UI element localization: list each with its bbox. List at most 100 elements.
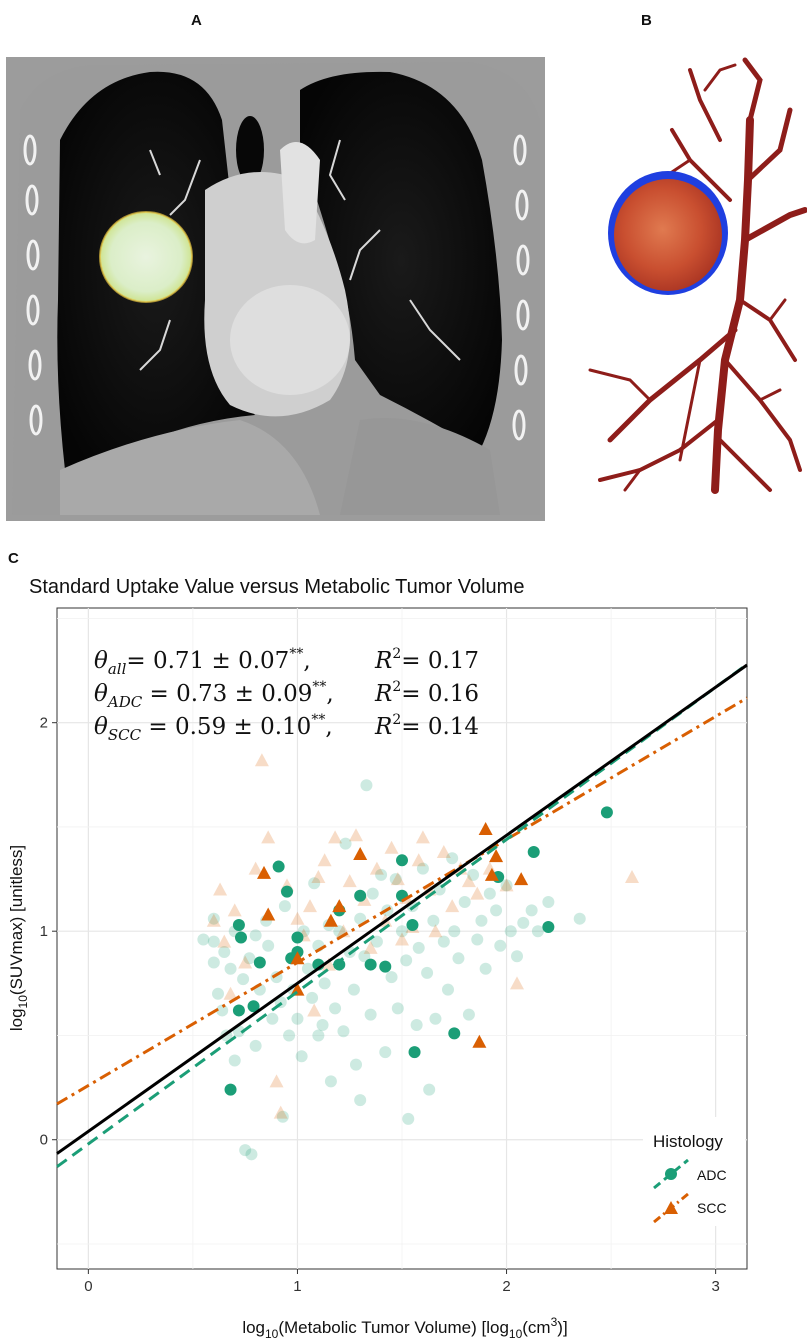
point-adc-faded (517, 916, 530, 929)
point-adc-faded (249, 929, 262, 942)
point-adc-faded (316, 1019, 329, 1032)
point-adc-faded (347, 983, 360, 996)
point-scc-faded (303, 899, 317, 913)
point-adc-faded (389, 873, 402, 886)
point-scc-faded (213, 882, 228, 896)
point-scc-faded (206, 913, 221, 927)
point-scc-faded (290, 911, 305, 925)
point-adc (396, 854, 408, 867)
grid-lines (57, 608, 747, 1269)
point-adc-faded (504, 925, 517, 938)
point-adc-faded (278, 900, 291, 913)
point-adc-faded (412, 941, 425, 954)
point-adc-faded (385, 971, 398, 984)
point-scc-faded (510, 976, 524, 990)
point-scc (353, 847, 368, 861)
point-adc-faded (525, 904, 538, 917)
point-adc-faded (216, 1004, 229, 1017)
point-adc-faded (266, 1012, 279, 1025)
point-adc-faded (448, 925, 461, 938)
point-adc-faded (318, 977, 331, 990)
point-adc-faded (354, 912, 367, 925)
point-adc-faded (429, 1012, 442, 1025)
point-adc (542, 921, 555, 934)
point-adc-faded (391, 1002, 404, 1015)
point-adc-faded (573, 912, 586, 925)
point-adc-faded (339, 837, 352, 850)
point-adc-faded (358, 950, 371, 963)
point-adc-faded (291, 1012, 304, 1025)
point-scc-faded (227, 903, 242, 917)
point-adc-faded (423, 1083, 436, 1096)
y-tick-label: 1 (40, 923, 48, 940)
legend-scc-marker (664, 1201, 678, 1214)
point-adc-faded (511, 950, 523, 963)
point-adc-faded (212, 987, 224, 1000)
point-adc-faded (245, 1148, 258, 1161)
point-scc-faded (342, 874, 357, 888)
fit-annotation-scc: θSCC = 0.59 ± 0.10**, (94, 712, 333, 744)
point-scc-faded (217, 934, 232, 948)
point-scc-faded (223, 986, 238, 1000)
point-adc-faded (306, 991, 319, 1004)
point-adc-faded (197, 933, 210, 946)
point-scc-faded (625, 869, 639, 883)
point-adc-faded (400, 954, 413, 967)
point-adc-faded (249, 1039, 262, 1052)
point-scc-faded (461, 874, 476, 888)
point-scc-faded (369, 861, 384, 875)
point-adc-faded (452, 952, 465, 965)
point-scc-faded (321, 957, 336, 971)
point-adc-faded (237, 973, 250, 986)
point-scc-faded (411, 853, 426, 867)
point-adc-faded (350, 1058, 362, 1071)
point-adc (253, 956, 266, 969)
point-adc-faded (207, 956, 220, 969)
x-axis-title: log10(Metabolic Tumor Volume) [log10(cm3… (242, 1315, 567, 1339)
point-adc-faded (224, 962, 237, 975)
point-adc-faded (276, 1110, 289, 1123)
point-adc (527, 845, 540, 858)
point-scc-faded (273, 1105, 288, 1119)
point-scc-faded (349, 828, 363, 842)
point-scc-faded (384, 840, 399, 854)
legend-title: Histology (653, 1132, 723, 1151)
panel-a-label: A (191, 12, 202, 29)
point-adc-faded (354, 1094, 367, 1107)
point-scc-faded (390, 872, 405, 886)
x-tick-label: 3 (711, 1278, 719, 1295)
point-adc-faded (490, 904, 503, 917)
ct-scan-image (6, 57, 545, 521)
r-squared-all: R2= 0.17 (374, 646, 479, 674)
point-adc-faded (542, 896, 555, 909)
point-adc (406, 918, 419, 931)
point-adc-faded (239, 1144, 252, 1157)
point-scc-faded (445, 899, 460, 913)
point-adc-faded (416, 862, 429, 875)
panel-c-label: C (8, 550, 19, 567)
fit-annotations: θall= 0.71 ± 0.07**, R2= 0.17 θADC = 0.73 … (94, 646, 479, 744)
point-scc-faded (307, 1003, 322, 1017)
point-adc (364, 958, 377, 971)
legend-adc-label: ADC (697, 1167, 727, 1183)
point-adc-faded (475, 914, 488, 927)
point-adc (272, 860, 285, 873)
point-adc-faded (301, 962, 314, 975)
point-scc-faded (317, 853, 332, 867)
point-adc (281, 885, 293, 898)
point-scc-faded (363, 940, 378, 954)
point-adc-faded (366, 887, 379, 900)
point-adc (247, 1000, 260, 1013)
panel-b-label: B (641, 12, 652, 29)
point-adc-faded (379, 1046, 392, 1059)
fit-line-scc (56, 696, 748, 1106)
point-adc (600, 806, 613, 819)
point-scc-faded (311, 869, 326, 883)
point-adc-faded (218, 946, 231, 959)
point-adc-faded (467, 868, 480, 881)
point-scc (472, 1034, 487, 1048)
point-scc (261, 907, 276, 921)
point-adc (232, 918, 245, 931)
point-adc-faded (446, 852, 459, 865)
point-adc-faded (207, 935, 220, 948)
